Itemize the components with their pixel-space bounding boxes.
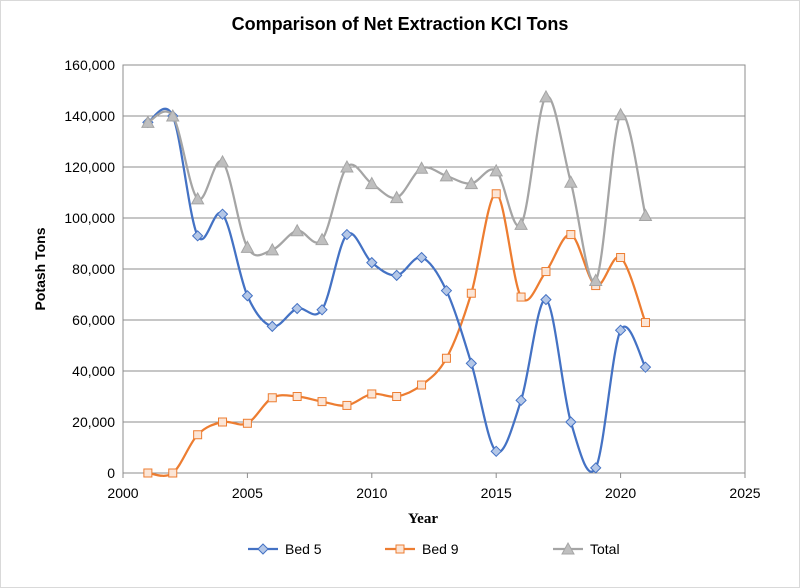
data-point-bed-5 [341, 228, 353, 241]
data-point-bed-5 [515, 394, 527, 407]
data-point-bed-9 [541, 267, 551, 277]
data-point-bed-5 [390, 269, 403, 282]
data-point-total [315, 232, 329, 246]
series-line-total [147, 95, 647, 283]
y-tick-label: 0 [107, 465, 115, 481]
data-point-bed-9 [292, 392, 302, 401]
data-point-bed-5 [241, 290, 254, 302]
legend-marker-bed-5 [257, 543, 269, 555]
y-tick-label: 20,000 [72, 414, 115, 430]
data-point-total [364, 176, 379, 190]
series-line-bed-9 [147, 192, 647, 477]
data-point-bed-5 [639, 361, 652, 373]
data-point-total [215, 154, 230, 168]
x-tick-label: 2020 [605, 485, 636, 501]
x-tick-label: 2010 [356, 485, 387, 501]
y-tick-label: 120,000 [64, 159, 115, 175]
y-tick-label: 80,000 [72, 261, 115, 277]
data-point-bed-9 [218, 417, 228, 427]
y-axis-ticks: 0 20,000 40,000 60,000 80,000 100,000 120,000 1… [64, 57, 115, 481]
legend-marker-total [561, 541, 575, 555]
data-point-total [290, 223, 305, 237]
data-point-bed-5 [590, 462, 602, 474]
data-point-total [265, 242, 280, 256]
data-point-total [588, 273, 603, 286]
data-point-total [638, 208, 653, 221]
data-point-bed-5 [440, 284, 453, 297]
data-point-bed-5 [540, 293, 552, 306]
legend-item-bed-5: Bed 5 [248, 541, 322, 557]
axes [122, 64, 746, 474]
data-point-bed-9 [367, 389, 377, 399]
data-point-bed-9 [491, 189, 501, 199]
data-point-total [414, 161, 429, 174]
x-axis-label: Year [408, 511, 438, 527]
data-point-total [489, 163, 504, 177]
legend-item-total: Total [553, 541, 620, 557]
data-point-bed-5 [490, 445, 502, 458]
data-point-total [613, 107, 628, 121]
data-point-bed-9 [193, 430, 203, 440]
legend-item-bed-9: Bed 9 [385, 541, 459, 557]
y-tick-label: 140,000 [64, 108, 115, 124]
data-point-bed-5 [291, 302, 303, 315]
data-point-bed-5 [415, 251, 428, 264]
chart-title: Comparison of Net Extraction KCl Tons [231, 14, 569, 34]
data-point-bed-5 [316, 304, 328, 316]
series-total [141, 89, 653, 286]
data-point-total [389, 190, 404, 204]
data-point-bed-5 [266, 320, 278, 333]
data-point-bed-9 [466, 288, 476, 298]
data-point-bed-9 [616, 253, 626, 263]
y-tick-label: 160,000 [64, 57, 115, 73]
data-point-bed-9 [392, 392, 402, 401]
data-point-bed-5 [366, 256, 378, 269]
data-point-total [141, 115, 155, 128]
x-tick-label: 2000 [107, 485, 138, 501]
y-tick-label: 40,000 [72, 363, 115, 379]
data-point-bed-9 [441, 353, 451, 363]
legend-label-bed-5: Bed 5 [285, 541, 322, 557]
data-point-bed-5 [465, 357, 478, 370]
x-axis-ticks: 2000 2005 2010 2015 2020 2025 [107, 473, 761, 501]
data-point-total [190, 191, 205, 205]
legend-marker-bed-9 [395, 544, 405, 554]
y-axis-label: Potash Tons [32, 227, 48, 310]
x-tick-label: 2005 [232, 485, 263, 501]
data-point-bed-9 [168, 468, 178, 478]
data-point-bed-5 [216, 208, 229, 220]
legend: Bed 5 Bed 9 Total [248, 541, 620, 557]
data-point-total [240, 240, 255, 253]
data-point-bed-9 [640, 318, 650, 328]
series-group [141, 89, 653, 478]
data-point-total [340, 159, 354, 173]
data-point-total [165, 108, 180, 122]
data-point-bed-9 [267, 393, 277, 403]
gridlines [123, 64, 745, 423]
data-point-bed-9 [342, 400, 352, 410]
series-line-bed-5 [147, 107, 647, 473]
data-point-total [439, 168, 454, 182]
data-point-bed-9 [242, 418, 252, 428]
data-point-bed-9 [317, 397, 327, 407]
data-point-bed-9 [516, 292, 526, 302]
y-tick-label: 100,000 [64, 210, 115, 226]
data-point-bed-9 [566, 230, 576, 240]
data-point-bed-5 [191, 230, 204, 242]
data-point-bed-9 [417, 380, 427, 390]
legend-label-bed-9: Bed 9 [422, 541, 459, 557]
data-point-bed-9 [143, 468, 153, 478]
x-tick-label: 2015 [481, 485, 512, 501]
data-point-total [539, 89, 553, 103]
legend-label-total: Total [590, 541, 620, 557]
data-point-bed-5 [565, 416, 577, 428]
data-point-bed-5 [614, 324, 627, 336]
data-point-total [563, 175, 578, 188]
data-point-total [464, 176, 479, 190]
data-point-total [514, 217, 528, 230]
y-tick-label: 60,000 [72, 312, 115, 328]
x-tick-label: 2025 [729, 485, 760, 501]
